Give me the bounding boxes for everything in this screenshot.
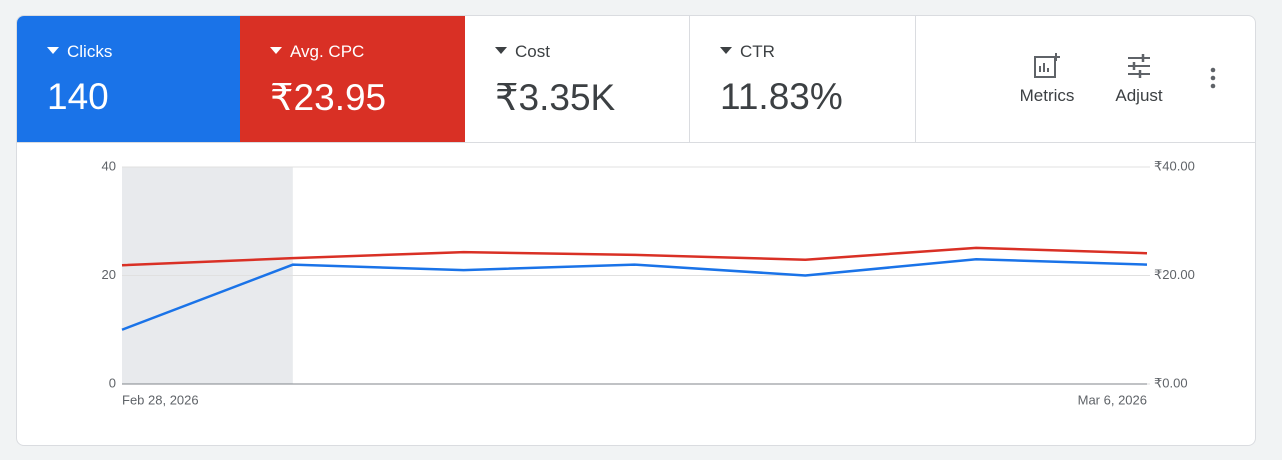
toolbar: Metrics Adjust: [916, 16, 1255, 142]
tile-label: Avg. CPC: [270, 42, 364, 62]
y-tick-label: 0: [109, 375, 116, 390]
scorecards: Clicks 140 Avg. CPC ₹23.95 Cost ₹3.35K C…: [17, 16, 1255, 143]
tile-value: 140: [47, 76, 109, 117]
adjust-label: Adjust: [1115, 86, 1163, 105]
metrics-label: Metrics: [1019, 86, 1075, 105]
metrics-button[interactable]: Metrics: [1007, 52, 1087, 106]
adjust-button[interactable]: Adjust: [1099, 52, 1179, 106]
x-tick-label: Feb 28, 2026: [122, 392, 199, 407]
tile-value: ₹3.35K: [495, 77, 616, 118]
x-tick-label: Mar 6, 2026: [1078, 392, 1147, 407]
adjust-icon: [1128, 54, 1150, 78]
y2-tick-label: ₹0.00: [1154, 375, 1188, 390]
metrics-icon: [1034, 53, 1060, 78]
tile-label: Clicks: [47, 42, 112, 62]
tile-label: CTR: [720, 42, 775, 62]
y2-tick-label: ₹20.00: [1154, 267, 1195, 282]
y-tick-label: 20: [102, 267, 116, 282]
ctr-tile[interactable]: CTR 11.83%: [690, 16, 916, 142]
y-tick-label: 40: [102, 158, 116, 173]
clicks-tile[interactable]: Clicks 140: [17, 16, 240, 142]
more-menu[interactable]: [1208, 66, 1218, 92]
tile-label: Cost: [495, 42, 550, 62]
y2-tick-label: ₹40.00: [1154, 158, 1195, 173]
tile-value: 11.83%: [720, 76, 843, 117]
series-line: [121, 257, 1148, 331]
tile-value: ₹23.95: [270, 77, 387, 118]
cpc-tile[interactable]: Avg. CPC ₹23.95: [240, 16, 465, 142]
series-line: [121, 246, 1148, 267]
cost-tile[interactable]: Cost ₹3.35K: [465, 16, 690, 142]
